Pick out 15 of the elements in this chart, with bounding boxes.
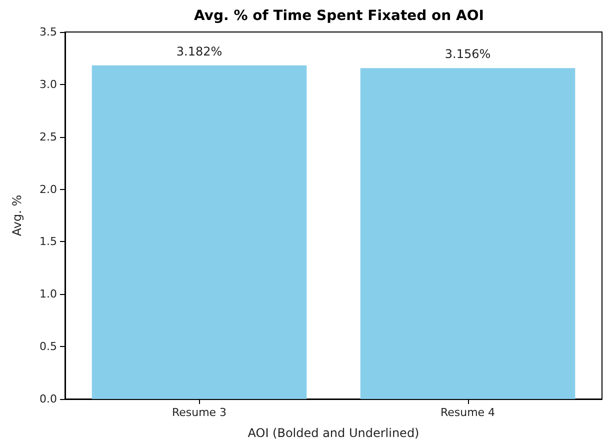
y-tick-label: 1.0 <box>40 288 57 301</box>
y-tick-label: 1.5 <box>40 235 57 248</box>
y-tick-label: 2.0 <box>40 182 57 196</box>
chart-title: Avg. % of Time Spent Fixated on AOI <box>194 8 484 24</box>
y-tick-label: 3.0 <box>40 78 57 91</box>
x-axis-title: AOI (Bolded and Underlined) <box>248 426 420 440</box>
x-tick-label: Resume 4 <box>440 406 496 419</box>
x-tick-label: Resume 3 <box>172 406 227 419</box>
y-tick-label: 3.5 <box>40 26 57 38</box>
y-axis-title: Avg. % <box>10 194 24 236</box>
y-tick-label: 0.5 <box>40 340 57 354</box>
y-tick-label: 2.5 <box>40 130 57 144</box>
data-label: 3.182% <box>176 44 222 58</box>
data-label: 3.156% <box>444 47 491 62</box>
y-tick-label: 0.0 <box>40 392 57 406</box>
